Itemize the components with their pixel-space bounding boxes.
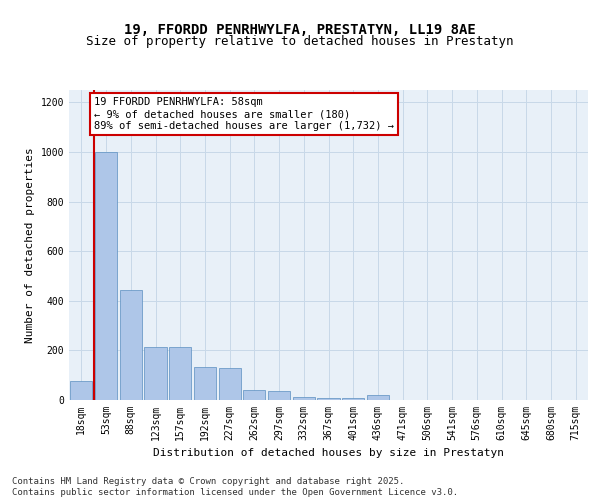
- Bar: [317, 398, 340, 400]
- Text: 19, FFORDD PENRHWYLFA, PRESTATYN, LL19 8AE: 19, FFORDD PENRHWYLFA, PRESTATYN, LL19 8…: [124, 22, 476, 36]
- Bar: [342, 398, 364, 400]
- Bar: [169, 346, 191, 400]
- Bar: [293, 397, 315, 400]
- Bar: [95, 152, 117, 400]
- Y-axis label: Number of detached properties: Number of detached properties: [25, 147, 35, 343]
- Bar: [243, 390, 265, 400]
- Bar: [194, 366, 216, 400]
- Bar: [218, 368, 241, 400]
- Text: 19 FFORDD PENRHWYLFA: 58sqm
← 9% of detached houses are smaller (180)
89% of sem: 19 FFORDD PENRHWYLFA: 58sqm ← 9% of deta…: [94, 98, 394, 130]
- Bar: [70, 382, 92, 400]
- Text: Contains HM Land Registry data © Crown copyright and database right 2025.
Contai: Contains HM Land Registry data © Crown c…: [12, 478, 458, 497]
- Bar: [268, 390, 290, 400]
- Text: Size of property relative to detached houses in Prestatyn: Size of property relative to detached ho…: [86, 35, 514, 48]
- Bar: [367, 395, 389, 400]
- Bar: [145, 346, 167, 400]
- X-axis label: Distribution of detached houses by size in Prestatyn: Distribution of detached houses by size …: [153, 448, 504, 458]
- Bar: [119, 290, 142, 400]
